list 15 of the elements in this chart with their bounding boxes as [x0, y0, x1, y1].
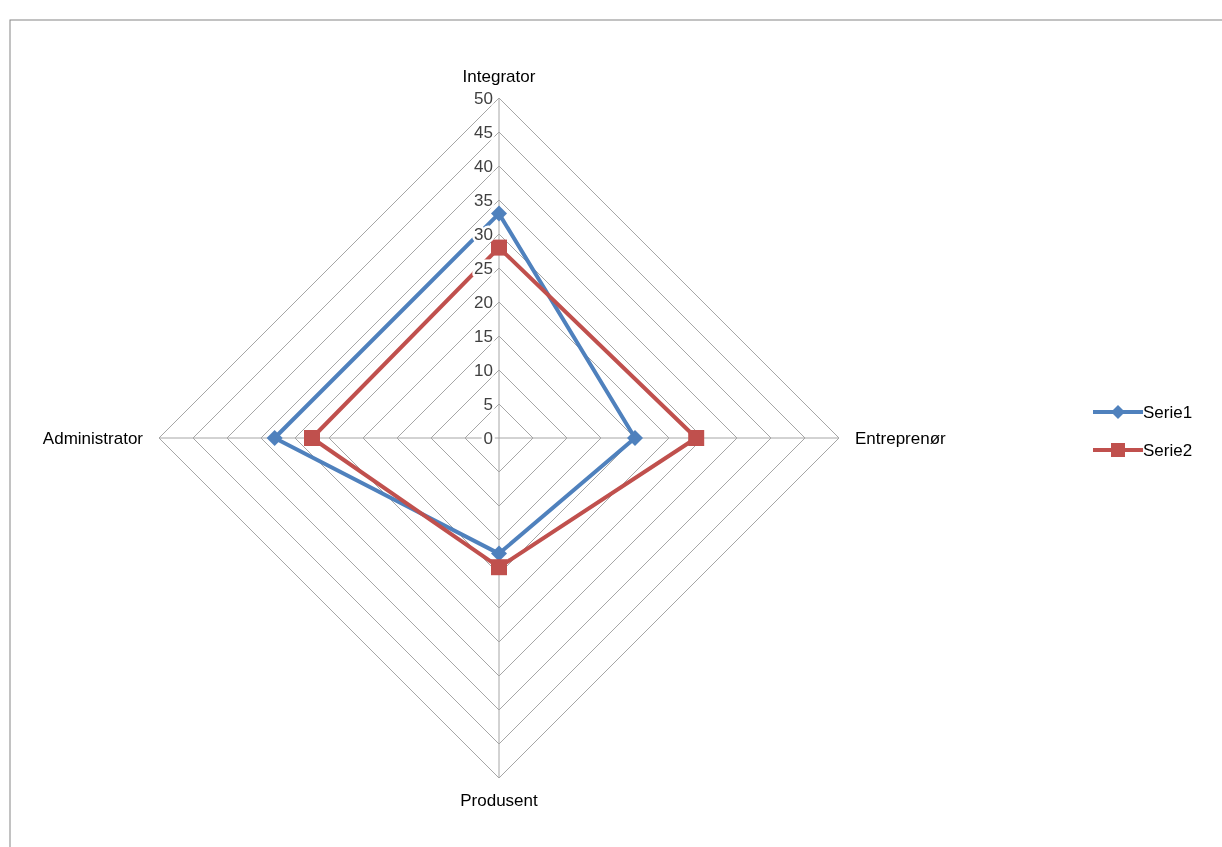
- y-tick-label: 40: [474, 156, 493, 176]
- legend-label: Serie1: [1143, 402, 1193, 422]
- y-tick-label: 20: [474, 292, 493, 312]
- spoke-label: Integrator: [462, 66, 536, 86]
- y-tick-label: 50: [474, 88, 493, 108]
- y-tick-label: 35: [474, 190, 493, 210]
- y-tick-label: 45: [474, 122, 493, 142]
- y-tick-label: 10: [474, 360, 493, 380]
- y-tick-label: 15: [474, 326, 493, 346]
- y-tick-label: 5: [483, 394, 493, 414]
- spoke-label: Produsent: [460, 790, 539, 810]
- spoke-label: Administrator: [42, 428, 144, 448]
- y-tick-label: 0: [483, 428, 493, 448]
- spoke-label: Entreprenør: [855, 428, 947, 448]
- legend-label: Serie2: [1143, 440, 1193, 460]
